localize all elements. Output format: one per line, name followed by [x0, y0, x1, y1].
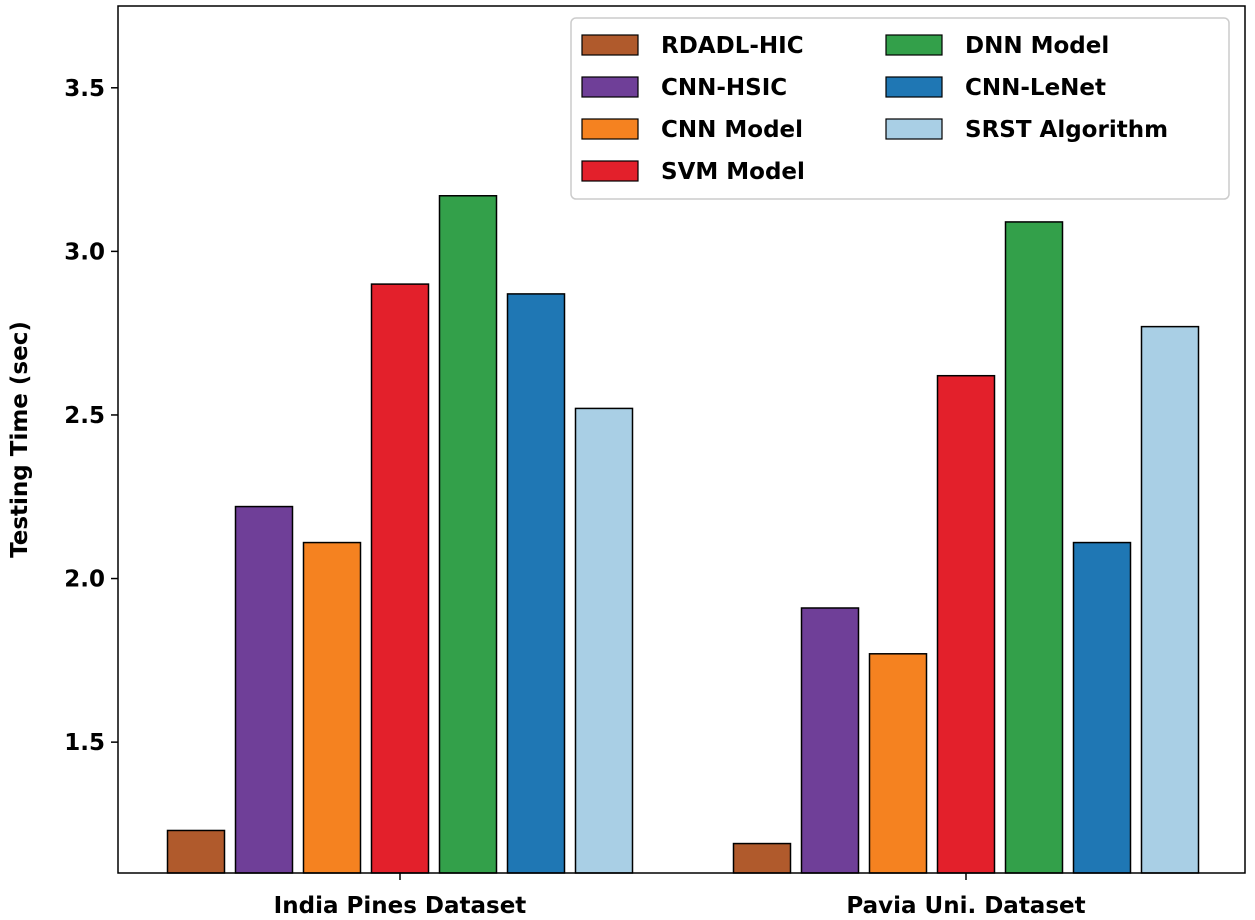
bar-cnn-lenet-india-pines — [506, 293, 566, 874]
legend-label: SVM Model — [661, 159, 805, 185]
legend-label: DNN Model — [965, 33, 1109, 59]
legend-swatch-cnn-model — [581, 118, 639, 140]
legend-swatch-srst-algorithm — [885, 118, 943, 140]
legend-swatch-cnn-lenet — [885, 76, 943, 98]
bars-group — [166, 195, 1200, 874]
legend-label: RDADL-HIC — [661, 33, 804, 59]
legend-swatch-dnn-model — [885, 34, 943, 56]
bar-cnn-hsic-pavia-uni — [800, 607, 860, 874]
legend-label: CNN-HSIC — [661, 75, 787, 101]
y-tick-label: 2.0 — [64, 567, 105, 593]
x-tick-label: India Pines Dataset — [274, 893, 527, 919]
bar-dnn-model-india-pines — [438, 195, 498, 874]
bar-rdadl-hic-pavia-uni — [732, 842, 792, 874]
plot-frame — [117, 5, 1246, 874]
bar-svm-model-pavia-uni — [936, 374, 996, 874]
bar-cnn-hsic-india-pines — [234, 505, 294, 874]
legend-swatch-cnn-hsic — [581, 76, 639, 98]
x-tick-label: Pavia Uni. Dataset — [846, 893, 1085, 919]
y-axis: 1.5 2.0 2.5 3.0 3.5 — [64, 76, 118, 756]
bar-rdadl-hic-india-pines — [166, 829, 226, 874]
y-tick-label: 2.5 — [64, 403, 105, 429]
legend-swatch-rdadl-hic — [581, 34, 639, 56]
legend-box — [570, 17, 1230, 200]
y-tick-label: 3.5 — [64, 76, 105, 102]
legend-label: CNN Model — [661, 117, 803, 143]
bar-svm-model-india-pines — [370, 283, 430, 874]
bar-srst-algorithm-pavia-uni — [1140, 325, 1200, 874]
bar-srst-algorithm-india-pines — [574, 407, 634, 874]
bar-cnn-model-india-pines — [302, 541, 362, 874]
legend-label: CNN-LeNet — [965, 75, 1106, 101]
legend-label: SRST Algorithm — [965, 117, 1168, 143]
legend-swatch-svm-model — [581, 160, 639, 182]
y-tick-label: 3.0 — [64, 239, 105, 265]
x-axis: India Pines Dataset Pavia Uni. Dataset — [274, 873, 1086, 919]
bar-dnn-model-pavia-uni — [1004, 221, 1064, 874]
legend: RDADL-HIC CNN-HSIC CNN Model SVM Model DNN M… — [570, 17, 1230, 200]
bar-cnn-lenet-pavia-uni — [1072, 541, 1132, 874]
bar-cnn-model-pavia-uni — [868, 653, 928, 874]
y-tick-label: 1.5 — [64, 730, 105, 756]
y-axis-label: Testing Time (sec) — [7, 321, 33, 558]
